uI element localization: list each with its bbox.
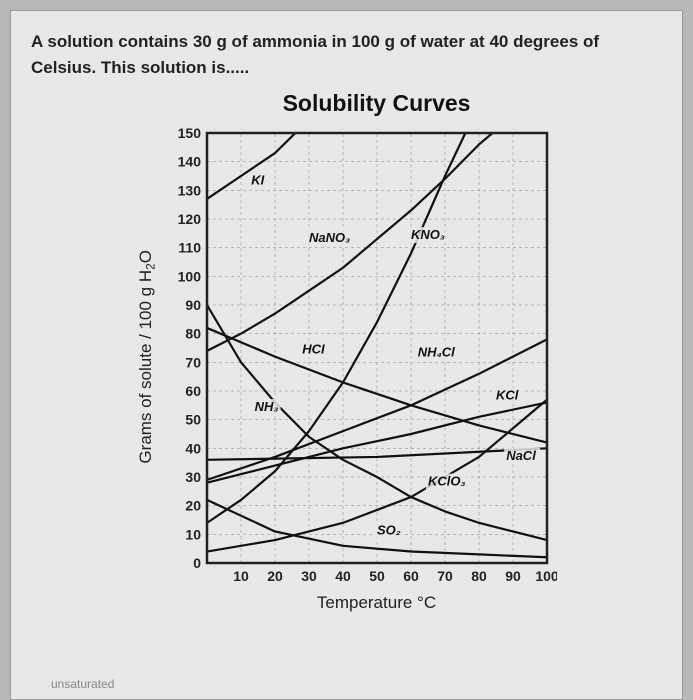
- svg-text:70: 70: [437, 568, 453, 584]
- svg-text:KI: KI: [251, 173, 264, 188]
- answer-option-cutoff: unsaturated: [51, 677, 114, 691]
- svg-text:KNO₃: KNO₃: [411, 227, 445, 242]
- y-axis-label: Grams of solute / 100 g H2O: [136, 250, 157, 464]
- svg-text:20: 20: [267, 568, 283, 584]
- svg-text:KClO₃: KClO₃: [428, 474, 466, 489]
- svg-text:60: 60: [186, 383, 202, 399]
- svg-text:110: 110: [179, 240, 202, 256]
- svg-text:KCl: KCl: [496, 388, 519, 403]
- svg-text:90: 90: [505, 568, 521, 584]
- xlabel-prefix: Temperature: [317, 593, 417, 612]
- question-text: A solution contains 30 g of ammonia in 1…: [31, 29, 662, 80]
- svg-text:150: 150: [178, 125, 202, 141]
- svg-text:50: 50: [186, 412, 202, 428]
- svg-text:130: 130: [178, 182, 202, 198]
- svg-text:HCI: HCI: [302, 342, 325, 357]
- svg-text:NaCl: NaCl: [506, 448, 536, 463]
- svg-text:40: 40: [335, 568, 351, 584]
- svg-text:30: 30: [186, 469, 202, 485]
- svg-text:70: 70: [186, 354, 202, 370]
- svg-text:120: 120: [178, 211, 202, 227]
- solubility-chart: 0 10 20 30 40 50 60 70 80 90 100 110 120 130 140 150 10 2…: [163, 125, 557, 589]
- svg-text:0: 0: [193, 555, 201, 571]
- chart-area: Grams of solute / 100 g H2O 0 10 20 30 40 50 6…: [31, 125, 662, 589]
- xlabel-unit: °C: [417, 593, 436, 612]
- ylabel-prefix: Grams of solute / 100 g H: [136, 270, 155, 464]
- svg-text:80: 80: [471, 568, 487, 584]
- svg-text:10: 10: [233, 568, 249, 584]
- svg-text:SO₂: SO₂: [377, 522, 401, 537]
- svg-text:20: 20: [186, 498, 202, 514]
- svg-text:60: 60: [403, 568, 419, 584]
- svg-text:80: 80: [186, 326, 202, 342]
- x-axis-label: Temperature °C: [91, 593, 662, 613]
- svg-text:10: 10: [186, 526, 202, 542]
- svg-text:140: 140: [178, 154, 202, 170]
- svg-text:NH₄Cl: NH₄Cl: [418, 345, 455, 360]
- svg-text:100: 100: [536, 568, 558, 584]
- svg-text:30: 30: [301, 568, 317, 584]
- ylabel-suffix: O: [136, 250, 155, 263]
- svg-text:100: 100: [178, 268, 202, 284]
- chart-container: Solubility Curves Grams of solute / 100 …: [31, 90, 662, 613]
- chart-title: Solubility Curves: [91, 90, 662, 117]
- svg-text:40: 40: [186, 440, 202, 456]
- svg-text:NaNO₃: NaNO₃: [309, 230, 350, 245]
- svg-text:90: 90: [186, 297, 202, 313]
- svg-text:50: 50: [369, 568, 385, 584]
- ylabel-sub: 2: [143, 263, 157, 270]
- svg-text:NH₃: NH₃: [255, 399, 279, 414]
- page-container: A solution contains 30 g of ammonia in 1…: [10, 10, 683, 700]
